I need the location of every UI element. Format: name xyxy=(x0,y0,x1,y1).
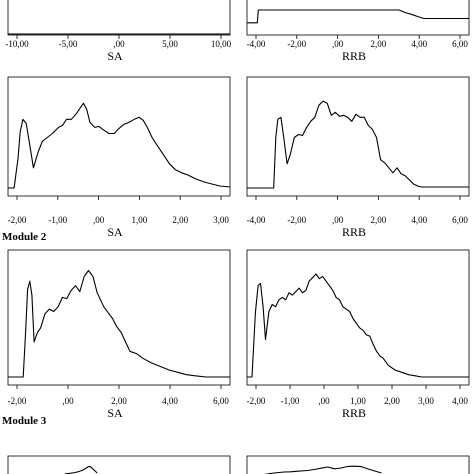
x-tick-label: ,00 xyxy=(332,39,344,49)
panel-frame xyxy=(246,249,470,386)
density-panel-1: -10,00 -5,00 ,00 5,00 10,00 SA xyxy=(5,0,232,63)
x-tick-label: 4,00 xyxy=(411,215,427,225)
panel-frame xyxy=(7,249,231,386)
x-tick-label: 2,00 xyxy=(111,396,127,406)
density-curve xyxy=(247,273,469,378)
x-tick-label: -4,00 xyxy=(247,39,266,49)
x-tick-label: -4,00 xyxy=(247,215,266,225)
x-tick-label: 3,00 xyxy=(418,396,434,406)
x-tick-label: 2,00 xyxy=(371,215,387,225)
x-tick-label: ,00 xyxy=(332,215,344,225)
x-tick-label: 6,00 xyxy=(452,215,468,225)
x-tick-label: 1,00 xyxy=(132,215,148,225)
module-label: Module 4 xyxy=(2,0,47,3)
x-tick-label: -1,00 xyxy=(281,396,300,406)
density-panel-5: -2,00 ,00 2,00 4,00 6,00 SA Module 3 xyxy=(2,249,231,427)
x-tick-label: 2,00 xyxy=(371,39,387,49)
x-tick-label: 10,00 xyxy=(211,39,232,49)
x-axis-title: SA xyxy=(107,49,123,63)
x-tick-label: 4,00 xyxy=(162,396,178,406)
density-curve xyxy=(247,100,469,189)
x-tick-label: 6,00 xyxy=(213,396,229,406)
x-tick-label: ,00 xyxy=(318,396,330,406)
module-label: Module 2 xyxy=(2,231,47,243)
x-tick-label: -2,00 xyxy=(287,39,306,49)
x-axis-title: SA xyxy=(107,225,123,239)
x-tick-label: 3,00 xyxy=(213,215,229,225)
x-tick-label: ,00 xyxy=(113,39,125,49)
x-tick-label: ,00 xyxy=(93,215,105,225)
x-axis-title: SA xyxy=(107,406,123,420)
density-panel-3: -2,00 -1,00 ,00 1,00 2,00 3,00 SA Module 2 xyxy=(2,76,231,243)
density-panel-8 xyxy=(246,455,470,474)
x-axis-title: RRB xyxy=(342,225,366,239)
x-tick-label: 2,00 xyxy=(172,215,188,225)
x-axis-title: RRB xyxy=(342,49,366,63)
x-tick-label: -1,00 xyxy=(48,215,67,225)
density-curve xyxy=(64,465,98,474)
x-tick-label: 1,00 xyxy=(350,396,366,406)
x-tick-label: -2,00 xyxy=(8,396,27,406)
density-curve xyxy=(247,9,469,24)
panel-frame xyxy=(7,455,231,474)
density-panel-7: Module 4 xyxy=(2,0,231,474)
panel-frame xyxy=(246,0,470,36)
x-axis-title: RRB xyxy=(342,406,366,420)
x-tick-label: 6,00 xyxy=(452,39,468,49)
density-panel-2: -4,00 -2,00 ,00 2,00 4,00 6,00 RRB xyxy=(246,0,470,63)
x-tick-label: 5,00 xyxy=(162,39,178,49)
density-panel-4: -4,00 -2,00 ,00 2,00 4,00 6,00 RRB xyxy=(246,76,470,239)
density-curve xyxy=(8,269,230,378)
x-tick-label: 4,00 xyxy=(411,39,427,49)
density-curve xyxy=(263,465,382,474)
x-tick-label: ,00 xyxy=(62,396,74,406)
density-curve xyxy=(8,102,231,189)
x-tick-label: -2,00 xyxy=(287,215,306,225)
density-panel-6: -2,00 -1,00 ,00 1,00 2,00 3,00 4,00 RRB xyxy=(246,249,470,420)
x-tick-label: -10,00 xyxy=(5,39,29,49)
panel-frame xyxy=(246,76,470,197)
module-label: Module 3 xyxy=(2,415,47,427)
panel-frame xyxy=(7,0,231,36)
x-tick-label: -2,00 xyxy=(8,215,27,225)
x-tick-label: -2,00 xyxy=(247,396,266,406)
x-tick-label: -5,00 xyxy=(59,39,78,49)
panel-frame xyxy=(7,76,231,197)
x-tick-label: 2,00 xyxy=(384,396,400,406)
panel-frame xyxy=(246,455,470,474)
x-tick-label: 4,00 xyxy=(452,396,468,406)
